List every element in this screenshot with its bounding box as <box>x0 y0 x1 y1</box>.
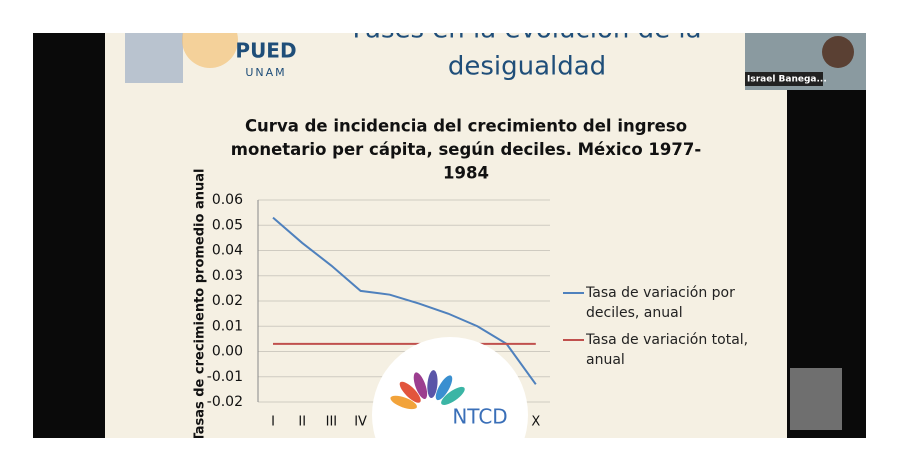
legend-item: Tasa de variación total, anual <box>586 332 749 368</box>
legend-label: Tasa de variación total, anual <box>586 332 749 368</box>
legend-item: Tasa de variación por deciles, anual <box>586 285 735 321</box>
watermark-petal <box>413 372 428 399</box>
slide-title: Fases en la evolución de la <box>352 15 701 45</box>
chart-title: monetario per cápita, según deciles. Méx… <box>231 140 701 159</box>
corner-logo <box>790 368 842 430</box>
y-tick-label: 0.00 <box>212 344 243 360</box>
y-tick-label: 0.03 <box>212 268 243 284</box>
x-tick-label: III <box>326 415 338 430</box>
x-tick-label: II <box>298 415 306 430</box>
y-tick-label: -0.01 <box>207 369 243 385</box>
legend-label: Tasa de variación por deciles, anual <box>586 285 735 321</box>
y-tick-label: -0.02 <box>207 394 243 410</box>
webcam-name: Israel Banega... <box>747 75 827 85</box>
webcam-label <box>745 72 823 86</box>
slide-title: desigualdad <box>448 52 606 82</box>
y-axis-label: Tasas de crecimiento promedio anual <box>193 169 208 442</box>
x-tick-label: IV <box>354 415 367 430</box>
x-tick-label: X <box>531 415 540 430</box>
video-frame: PUED UNAM Fases en la evolución de la de… <box>33 15 866 442</box>
data-line <box>272 216 537 385</box>
y-tick-label: 0.02 <box>212 293 243 309</box>
y-tick-label: 0.04 <box>212 243 243 259</box>
y-tick-label: 0.01 <box>212 318 243 334</box>
sun-logo <box>182 33 238 68</box>
chart-title: 1984 <box>443 164 489 183</box>
watermark-petal <box>441 386 465 405</box>
y-tick-label: 0.06 <box>212 192 243 208</box>
watermark-petal <box>427 370 438 399</box>
unam-logo <box>125 33 183 83</box>
watermark-petal <box>435 375 453 401</box>
logo-subtext: UNAM <box>245 66 286 79</box>
watermark-petal <box>390 395 417 410</box>
webcam-person <box>822 36 854 68</box>
x-tick-label: I <box>271 415 275 430</box>
watermark-petal <box>399 381 421 403</box>
watermark-text: NTCD <box>452 405 507 429</box>
logo-text: PUED <box>235 39 296 63</box>
chart-title: Curva de incidencia del crecimiento del … <box>245 117 687 136</box>
y-tick-label: 0.05 <box>212 217 243 233</box>
watermark-badge <box>372 337 528 438</box>
